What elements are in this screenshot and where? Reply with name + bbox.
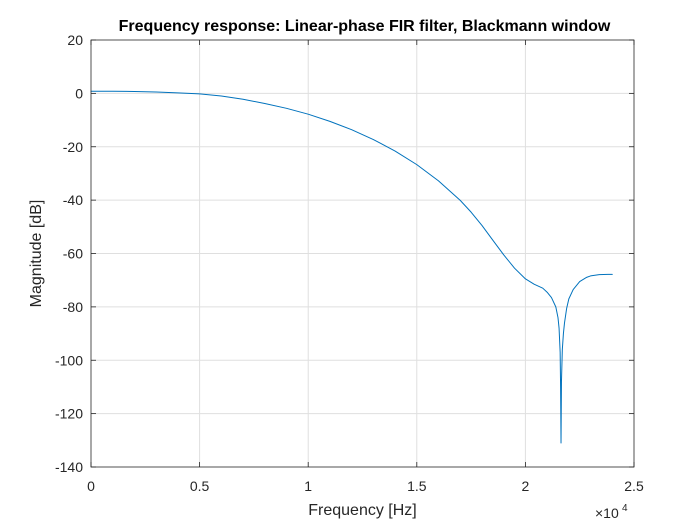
y-tick-label: -60: [63, 246, 83, 262]
tick-labels: 0 0.5 1 1.5 2 2.5 20 0 -20 -40 -60 -80 -100 -120 -140: [55, 32, 644, 494]
magnitude-response-line: [90, 90, 613, 444]
axis-ticks: [90, 39, 635, 468]
x-tick-label: 1.5: [407, 478, 427, 494]
y-axis-label: Magnitude [dB]: [28, 200, 45, 308]
x-axis-scale-factor: ×10: [595, 505, 619, 521]
x-axis-label: Frequency [Hz]: [308, 502, 416, 519]
y-tick-label: -120: [55, 406, 83, 422]
y-tick-label: 0: [75, 85, 83, 101]
x-tick-label: 2.5: [624, 478, 644, 494]
y-tick-label: -80: [63, 299, 83, 315]
data-series: [90, 90, 613, 444]
y-tick-label: -100: [55, 352, 83, 368]
x-tick-label: 0: [87, 478, 95, 494]
y-tick-label: -40: [63, 192, 83, 208]
y-tick-label: -20: [63, 139, 83, 155]
y-tick-label: -140: [55, 459, 83, 475]
x-tick-label: 2: [522, 478, 530, 494]
x-tick-label: 1: [304, 478, 312, 494]
chart-title: Frequency response: Linear-phase FIR fil…: [119, 18, 611, 35]
x-axis-scale-exponent: 4: [622, 503, 628, 514]
y-tick-label: 20: [67, 32, 83, 48]
x-tick-label: 0.5: [190, 478, 210, 494]
